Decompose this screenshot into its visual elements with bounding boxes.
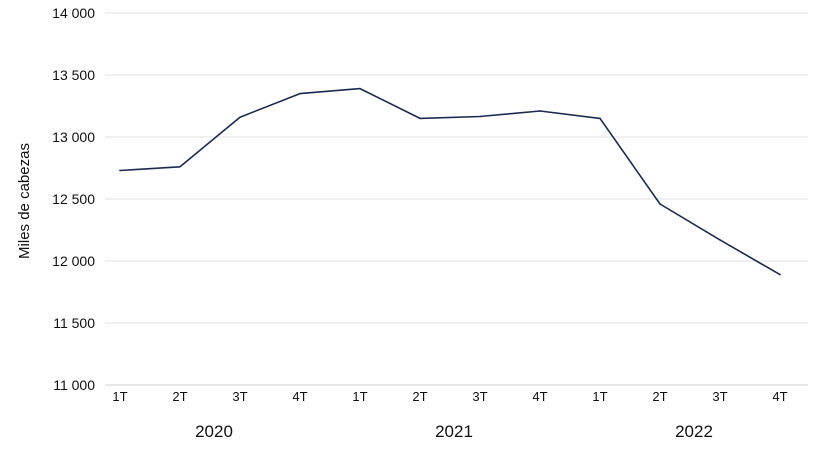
x-tick-label: 1T bbox=[112, 389, 127, 404]
year-group-labels: 2020 2021 2022 bbox=[195, 422, 713, 441]
y-tick-label: 11 000 bbox=[53, 377, 95, 393]
data-point bbox=[779, 273, 781, 276]
x-tick-label: 2T bbox=[172, 389, 187, 404]
data-point bbox=[119, 169, 121, 172]
series-layer bbox=[119, 87, 781, 276]
data-point bbox=[359, 87, 361, 90]
year-group-label: 2021 bbox=[435, 422, 473, 441]
x-tick-label: 3T bbox=[472, 389, 487, 404]
y-axis-ticks: 11 000 11 500 12 000 12 500 13 000 13 500 14 0… bbox=[52, 5, 95, 393]
y-tick-label: 12 000 bbox=[52, 253, 95, 269]
y-tick-label: 13 000 bbox=[52, 129, 95, 145]
x-tick-label: 1T bbox=[592, 389, 607, 404]
y-axis-label: Miles de cabezas bbox=[16, 143, 33, 259]
data-point bbox=[419, 117, 421, 120]
data-point bbox=[299, 92, 301, 95]
data-point bbox=[239, 116, 241, 118]
x-tick-label: 3T bbox=[232, 389, 247, 404]
x-tick-label: 4T bbox=[532, 389, 547, 404]
x-tick-label: 2T bbox=[412, 389, 427, 404]
y-tick-label: 12 500 bbox=[52, 191, 95, 207]
year-group-label: 2022 bbox=[675, 422, 713, 441]
data-point bbox=[539, 110, 541, 112]
gridlines bbox=[105, 12, 808, 386]
x-tick-label: 1T bbox=[352, 389, 367, 404]
data-point bbox=[479, 115, 481, 118]
x-axis-ticks: 1T 2T 3T 4T 1T 2T 3T 4T 1T 2T 3T 4T bbox=[112, 389, 787, 404]
data-point bbox=[179, 165, 181, 168]
data-point bbox=[599, 117, 601, 120]
data-point bbox=[659, 203, 661, 205]
y-tick-label: 13 500 bbox=[52, 67, 95, 83]
data-point bbox=[719, 239, 721, 241]
x-tick-label: 2T bbox=[652, 389, 667, 404]
x-tick-label: 4T bbox=[292, 389, 307, 404]
x-tick-label: 3T bbox=[712, 389, 727, 404]
y-tick-label: 11 500 bbox=[53, 315, 95, 331]
year-group-label: 2020 bbox=[195, 422, 233, 441]
x-tick-label: 4T bbox=[772, 389, 787, 404]
y-tick-label: 14 000 bbox=[52, 5, 95, 21]
series-line bbox=[119, 87, 781, 276]
